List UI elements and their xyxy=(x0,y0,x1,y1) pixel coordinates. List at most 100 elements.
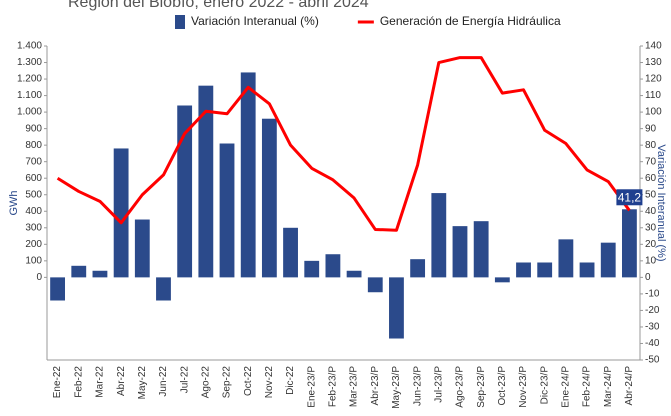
bar xyxy=(367,277,383,293)
legend-label: Variación Interanual (%) xyxy=(191,14,319,28)
bar xyxy=(473,221,489,278)
bar xyxy=(389,277,404,339)
x-tick-label: Nov-23/P xyxy=(518,366,529,408)
y-tick-label: 600 xyxy=(25,173,42,184)
y-tick-label: 700 xyxy=(25,156,42,167)
y-tick-label: 1.300 xyxy=(17,57,42,68)
y2-tick-label: -20 xyxy=(645,305,660,316)
y-tick-label: 200 xyxy=(25,239,42,250)
bar xyxy=(579,262,595,278)
x-tick-label: Jul-22 xyxy=(179,366,190,394)
bar xyxy=(261,118,277,278)
x-tick-label: Sep-22 xyxy=(222,366,233,399)
y-tick-label: 300 xyxy=(25,222,42,233)
x-tick-label: Dic-23/P xyxy=(539,366,550,405)
x-tick-label: Ago-22 xyxy=(200,366,211,399)
y2-tick-label: 100 xyxy=(645,107,662,118)
y2-tick-label: 140 xyxy=(645,41,662,52)
legend-swatch xyxy=(175,15,185,29)
bar xyxy=(113,148,129,278)
bar xyxy=(537,262,553,278)
y-tick-label: 1.100 xyxy=(17,90,42,101)
y-tick-label: 900 xyxy=(25,123,42,134)
y2-tick-label: 80 xyxy=(645,140,657,151)
x-tick-label: Sep-23/P xyxy=(476,366,487,408)
x-tick-label: Mar-22 xyxy=(95,366,106,398)
bar xyxy=(198,85,214,278)
bar xyxy=(283,227,298,278)
bar xyxy=(431,193,447,278)
y2-tick-label: 60 xyxy=(645,173,657,184)
y-tick-label: 0 xyxy=(36,272,42,283)
bar xyxy=(600,242,616,278)
y-tick-label: 1.200 xyxy=(17,74,42,85)
bar xyxy=(177,105,193,278)
bar xyxy=(621,209,637,278)
y2-tick-label: 30 xyxy=(645,222,657,233)
bar xyxy=(410,259,426,278)
x-tick-label: Ene-23/P xyxy=(306,366,317,408)
bar xyxy=(50,277,66,301)
bar xyxy=(92,270,108,278)
x-tick-label: Ene-24/P xyxy=(561,366,572,408)
x-tick-label: Mar-24/P xyxy=(603,366,614,407)
bar xyxy=(516,262,531,278)
x-tick-label: Feb-24/P xyxy=(582,366,593,407)
x-tick-label: Abr-22 xyxy=(116,366,127,396)
bar xyxy=(71,265,87,278)
bar xyxy=(134,219,150,278)
y2-tick-label: 90 xyxy=(645,123,657,134)
x-tick-label: Feb-22 xyxy=(73,366,84,398)
x-tick-label: Jul-23/P xyxy=(433,366,444,403)
y2-tick-label: 110 xyxy=(645,90,661,101)
y2-tick-label: -50 xyxy=(645,355,660,366)
y2-tick-label: -10 xyxy=(645,289,660,300)
y-tick-label: 800 xyxy=(25,140,42,151)
line xyxy=(56,56,631,232)
y-axis-label: GWh xyxy=(8,190,20,215)
x-tick-label: May-22 xyxy=(137,366,148,400)
x-tick-label: Abr-24/P xyxy=(624,366,635,406)
y2-tick-label: -30 xyxy=(645,322,660,333)
y-tick-label: 400 xyxy=(25,206,42,217)
y2-tick-label: 120 xyxy=(645,74,662,85)
bar xyxy=(325,254,341,278)
x-tick-label: May-23/P xyxy=(391,366,402,409)
y2-tick-label: 10 xyxy=(645,255,657,266)
x-tick-label: Jun-22 xyxy=(158,366,169,397)
bar xyxy=(219,143,235,278)
x-tick-label: Nov-22 xyxy=(264,366,275,399)
y-tick-label: 1.400 xyxy=(17,41,42,52)
x-tick-label: Mar-23/P xyxy=(349,366,360,407)
bar xyxy=(452,226,468,278)
data-label: 41,2 xyxy=(618,190,642,204)
bar xyxy=(304,260,320,278)
y2-tick-label: 20 xyxy=(645,239,657,250)
x-tick-label: Ene-22 xyxy=(52,366,63,399)
bar xyxy=(558,239,574,278)
bar xyxy=(156,277,171,301)
x-tick-label: Oct-23/P xyxy=(497,366,508,406)
y2-tick-label: 130 xyxy=(645,57,662,68)
x-tick-label: Oct-22 xyxy=(243,366,254,396)
y2-axis-label: Variación Interanual (%) xyxy=(655,144,667,261)
x-tick-label: Dic-22 xyxy=(285,366,296,395)
x-tick-label: Abr-23/P xyxy=(370,366,381,406)
x-tick-label: Ago-23/P xyxy=(455,366,466,408)
y-tick-label: 500 xyxy=(25,189,42,200)
y2-tick-label: 40 xyxy=(645,206,657,217)
y-tick-label: 100 xyxy=(25,255,42,266)
bar xyxy=(240,72,256,278)
data-label-box xyxy=(616,189,643,206)
y2-tick-label: 0 xyxy=(645,272,651,283)
y2-tick-label: -40 xyxy=(645,338,660,349)
bar xyxy=(346,270,362,278)
y-tick-label: 1.000 xyxy=(17,107,42,118)
x-tick-label: Jun-23/P xyxy=(412,366,423,406)
y2-tick-label: 70 xyxy=(645,156,657,167)
x-tick-label: Feb-23/P xyxy=(328,366,339,407)
y2-tick-label: 50 xyxy=(645,189,657,200)
bar xyxy=(494,277,510,283)
chart-title: Región del Biobío, enero 2022 - abril 20… xyxy=(68,0,369,11)
